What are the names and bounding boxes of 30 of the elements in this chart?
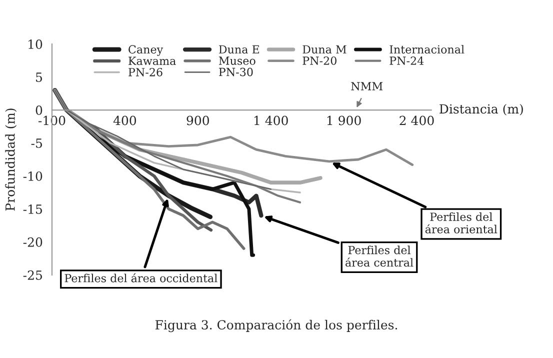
y-tick-label: -5 [31, 138, 42, 148]
x-tick-label: 1 400 [254, 116, 288, 126]
annotation: Perfiles del área oriental [425, 212, 498, 234]
y-tick-label: -10 [23, 171, 42, 181]
x-tick-label: 900 [186, 116, 209, 126]
y-axis-title: Profundidad (m) [5, 108, 17, 211]
annotation: Perfiles del área central [346, 246, 414, 267]
x-tick-label: 1 900 [327, 116, 361, 126]
legend-label: PN-26 [128, 68, 162, 76]
y-tick-label: -15 [23, 204, 42, 214]
annotation: NMM [351, 82, 383, 90]
legend-label: PN-30 [219, 68, 253, 76]
text: Figura 3. Comparación de los perfiles. [155, 319, 398, 332]
legend-label: PN-20 [302, 56, 336, 65]
annotation: Perfiles del área occidental [64, 273, 218, 282]
y-tick-label: -25 [23, 270, 42, 280]
legend-label: Caney [128, 45, 164, 56]
y-tick-label: -20 [23, 237, 42, 247]
y-tick-label: 5 [36, 72, 42, 82]
x-tick-label: 2 400 [400, 116, 434, 126]
legend-label: Duna M [302, 45, 346, 54]
legend-label: Kawama [128, 56, 176, 66]
x-axis-title: Distancia (m) [440, 104, 523, 116]
y-tick-label: 0 [36, 105, 42, 115]
legend-label: Internacional [390, 44, 464, 54]
legend-label: Museo [218, 56, 256, 65]
legend-label: Duna E [219, 45, 259, 54]
y-tick-label: 10 [28, 40, 42, 49]
x-tick-label: 400 [113, 116, 136, 126]
legend-label: PN-24 [390, 56, 424, 65]
